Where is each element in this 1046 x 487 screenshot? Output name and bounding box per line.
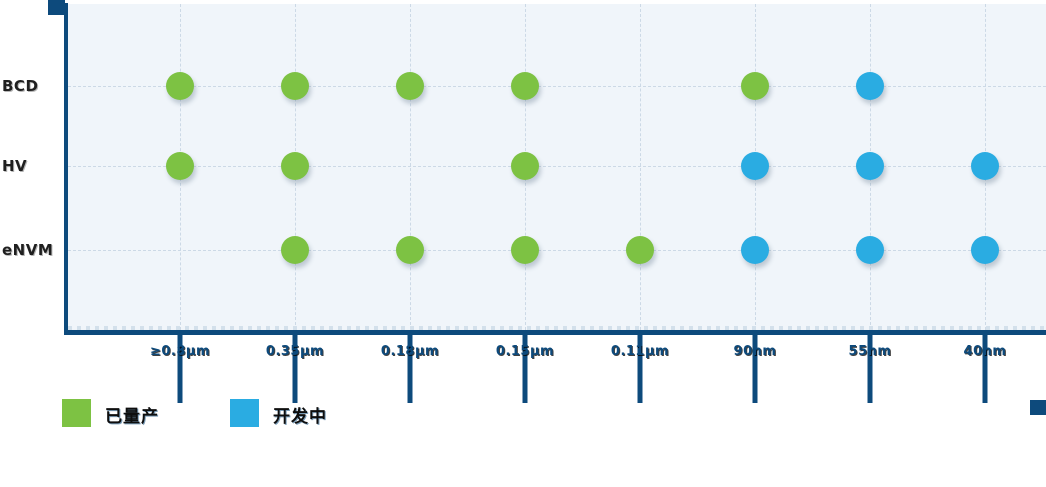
x-axis-tick-label: ≥0.8μm [149, 344, 211, 359]
x-axis-tick-label: 40nm [963, 344, 1007, 359]
data-point-prod [166, 72, 194, 100]
legend-swatch-development [230, 399, 259, 427]
y-axis-tick-label: eNVM [2, 241, 54, 259]
data-point-prod [281, 152, 309, 180]
data-point-dev [971, 236, 999, 264]
data-point-prod [396, 236, 424, 264]
x-axis-tick [982, 334, 988, 403]
x-axis-tick [752, 334, 758, 403]
x-axis-tick [867, 334, 873, 403]
legend-label-development: 开发中 [273, 407, 327, 427]
legend-swatch-production [62, 399, 91, 427]
legend-label-production: 已量产 [105, 407, 159, 427]
data-point-prod [166, 152, 194, 180]
x-axis-tick-label: 55nm [848, 344, 892, 359]
data-point-dev [741, 236, 769, 264]
data-point-dev [856, 72, 884, 100]
y-axis-cap-square [48, 0, 65, 15]
data-point-dev [856, 236, 884, 264]
x-axis-tick [177, 334, 183, 403]
x-axis-tick-label: 0.35μm [265, 344, 325, 359]
x-axis-tick-label: 0.18μm [380, 344, 440, 359]
x-axis-tick [522, 334, 528, 403]
x-axis-tick-label: 0.15μm [495, 344, 555, 359]
horizontal-gridline [68, 250, 1046, 251]
data-point-dev [856, 152, 884, 180]
x-axis-end-square [1030, 400, 1046, 415]
horizontal-gridline [68, 166, 1046, 167]
x-axis-minor-ticks [68, 326, 1046, 330]
data-point-dev [741, 152, 769, 180]
x-axis-tick-label: 90nm [733, 344, 777, 359]
data-point-prod [511, 72, 539, 100]
data-point-prod [396, 72, 424, 100]
y-axis-tick-label: BCD [2, 77, 39, 95]
data-point-prod [511, 236, 539, 264]
data-point-prod [281, 236, 309, 264]
x-axis-tick [292, 334, 298, 403]
data-point-prod [741, 72, 769, 100]
plot-area [68, 4, 1046, 330]
data-point-prod [281, 72, 309, 100]
horizontal-gridline [68, 86, 1046, 87]
x-axis-tick-label: 0.11μm [610, 344, 670, 359]
vertical-gridline [640, 4, 641, 330]
x-axis-line [64, 330, 1046, 335]
x-axis-tick [637, 334, 643, 403]
y-axis-line [64, 3, 68, 334]
y-axis-tick-label: HV [2, 157, 28, 175]
vertical-gridline [410, 4, 411, 330]
data-point-prod [626, 236, 654, 264]
x-axis-tick [407, 334, 413, 403]
data-point-prod [511, 152, 539, 180]
data-point-dev [971, 152, 999, 180]
